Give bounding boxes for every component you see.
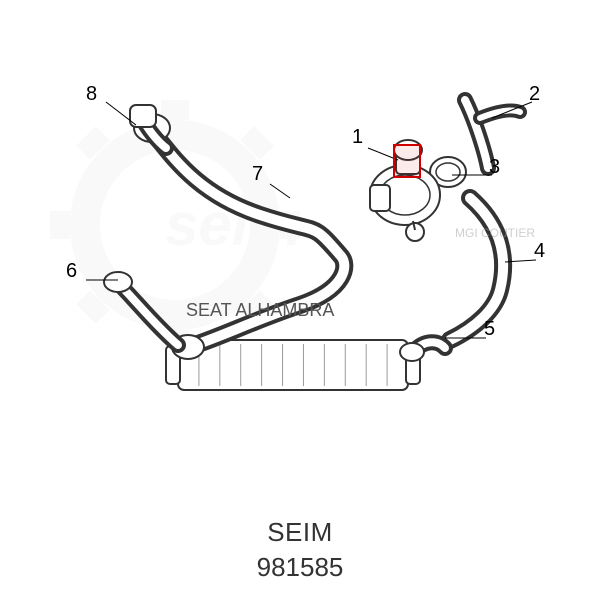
diagram-area: seim 12345678 SEAT ALHAMBRA MGI COUTIER bbox=[0, 0, 600, 490]
watermark-text: MGI COUTIER bbox=[455, 226, 535, 240]
diagram-svg: seim bbox=[0, 0, 600, 490]
footer: SEIM 981585 bbox=[0, 500, 600, 600]
part-number-label: 981585 bbox=[257, 552, 344, 583]
highlight-part-1 bbox=[393, 144, 421, 178]
vehicle-label: SEAT ALHAMBRA bbox=[186, 300, 334, 321]
brand-label: SEIM bbox=[267, 517, 333, 548]
